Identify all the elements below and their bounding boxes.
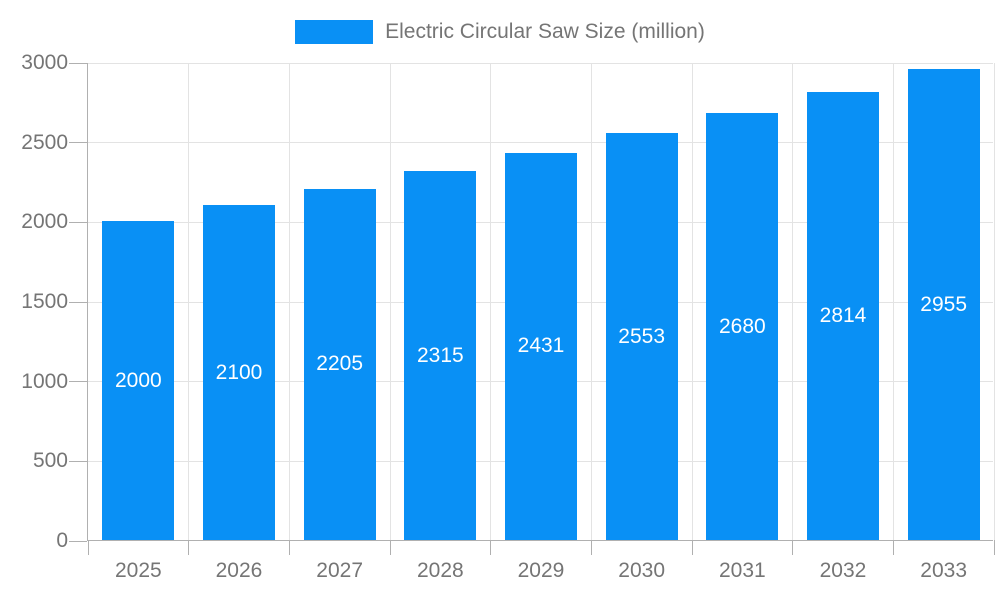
y-axis-label: 0 [56,529,68,552]
bar: 2955 [907,69,980,540]
bar-value-label: 2205 [316,352,364,376]
y-axis-label: 500 [32,449,68,473]
y-axis-tick [69,540,87,542]
bar: 2000 [102,221,175,540]
y-axis-tick [69,301,87,303]
bar: 2100 [203,205,275,540]
bar-value-label: 2814 [819,303,867,327]
x-axis-tick [389,540,391,555]
legend-label: Electric Circular Saw Size (million) [385,20,705,43]
gridline-horizontal [88,142,993,144]
bar: 2431 [505,152,577,540]
bar-value-label: 2000 [114,368,162,392]
x-axis-label: 2032 [819,559,867,582]
y-axis-tick [69,62,87,64]
gridline-vertical [993,63,995,540]
gridline-vertical [188,63,190,540]
gridline-horizontal [88,62,993,64]
bar-value-label: 2431 [517,334,565,358]
x-axis-label: 2028 [416,559,464,582]
y-axis-label: 2000 [21,210,68,234]
bar-value-label: 2680 [718,314,766,338]
x-axis-label: 2030 [618,559,666,582]
y-axis-tick [69,142,87,144]
bar-value-label: 2100 [215,360,263,384]
y-axis-tick [69,460,87,462]
bar: 2680 [706,113,779,540]
bar-value-label: 2315 [416,343,464,367]
y-axis-label: 2500 [21,130,68,154]
x-axis-tick [792,540,794,555]
gridline-vertical [892,63,894,540]
bar: 2205 [303,188,376,540]
legend-swatch [295,20,374,44]
x-axis-tick [590,540,592,555]
gridline-vertical [590,63,592,540]
gridline-vertical [288,63,290,540]
x-axis-tick [993,540,995,555]
x-axis-tick [691,540,693,555]
x-axis-label: 2026 [215,559,263,582]
bar: 2315 [404,171,477,540]
x-axis-tick [892,540,894,555]
x-axis-label: 2029 [517,559,565,582]
gridline-vertical [792,63,794,540]
gridline-vertical [691,63,693,540]
y-axis-label: 3000 [21,51,68,74]
gridline-vertical [389,63,391,540]
legend-item[interactable]: Electric Circular Saw Size (million) [0,20,1000,44]
x-axis-label: 2025 [114,559,162,582]
x-axis-label: 2031 [718,559,766,582]
gridline-vertical [490,63,492,540]
x-axis-tick [288,540,290,555]
y-axis-tick [69,221,87,223]
bar: 2814 [807,91,879,540]
y-axis-label: 1500 [21,290,68,313]
x-axis-label: 2027 [316,559,364,582]
plot-area: 0 500 1000 1500 2000 2500 3000 2000 2025 2100 2026… [21,51,995,582]
y-axis-label: 1000 [21,369,68,393]
x-axis-tick [87,540,89,555]
bar-value-label: 2955 [920,292,968,316]
bar: 2553 [605,133,678,540]
x-axis-label: 2033 [920,559,968,582]
bar-value-label: 2553 [618,324,666,348]
x-axis-tick [188,540,190,555]
x-axis-tick [490,540,492,555]
y-axis-tick [69,381,87,383]
